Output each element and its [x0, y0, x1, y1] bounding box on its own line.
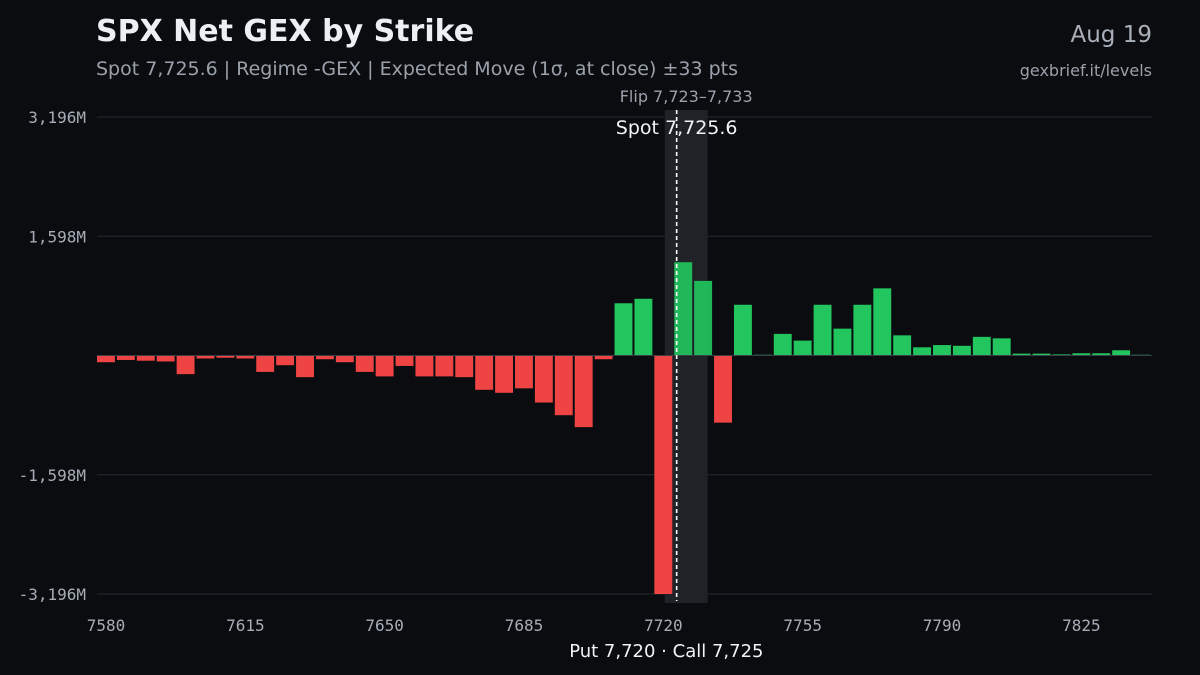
spot-label: Spot 7,725.6 — [616, 117, 738, 139]
negative-gex-bar — [355, 355, 374, 372]
positive-gex-bar — [853, 304, 872, 356]
positive-gex-bar — [813, 304, 832, 356]
negative-gex-bar — [475, 355, 494, 390]
x-tick-label: 7685 — [505, 616, 544, 635]
negative-gex-bar — [276, 355, 295, 366]
positive-gex-bar — [614, 303, 633, 356]
negative-gex-bar — [455, 355, 474, 378]
positive-gex-bar — [933, 345, 951, 356]
negative-gex-bar — [196, 355, 215, 359]
negative-gex-bar — [415, 355, 434, 377]
negative-gex-bar — [495, 355, 514, 393]
x-tick-label: 7790 — [923, 616, 962, 635]
positive-gex-bar — [733, 304, 752, 356]
positive-gex-bar — [634, 298, 653, 356]
positive-gex-bar — [972, 336, 991, 356]
x-tick-label: 7825 — [1062, 616, 1101, 635]
positive-gex-bar — [1072, 353, 1091, 356]
x-tick-label: 7580 — [87, 616, 126, 635]
negative-gex-bar — [97, 355, 115, 363]
positive-gex-bar — [1052, 354, 1071, 356]
date-label: Aug 19 — [1070, 22, 1153, 48]
negative-gex-bar — [395, 355, 414, 366]
negative-gex-bar — [435, 355, 454, 377]
x-tick-label: 7720 — [644, 616, 683, 635]
negative-gex-bar — [714, 355, 732, 423]
y-tick-label: -1,598M — [19, 466, 86, 485]
source-label: gexbrief.it/levels — [1019, 61, 1152, 80]
positive-gex-bar — [893, 335, 912, 356]
negative-gex-bar — [136, 355, 155, 361]
negative-gex-bar — [594, 355, 613, 360]
negative-gex-bar — [216, 355, 235, 358]
positive-gex-bar — [793, 340, 812, 356]
negative-gex-bar — [236, 355, 255, 359]
x-tick-label: 7755 — [783, 616, 822, 635]
negative-gex-bar — [315, 355, 334, 360]
negative-gex-bar — [116, 355, 135, 360]
flip-label: Flip 7,723–7,733 — [620, 87, 753, 106]
walls-label: Put 7,720 · Call 7,725 — [569, 641, 763, 662]
positive-gex-bar — [992, 338, 1011, 356]
positive-gex-bar — [1092, 353, 1111, 356]
negative-gex-bar — [654, 355, 673, 594]
positive-gex-bar — [1012, 353, 1031, 356]
y-tick-label: 3,196M — [28, 108, 86, 127]
x-tick-label: 7650 — [365, 616, 404, 635]
y-tick-label: -3,196M — [19, 585, 86, 604]
positive-gex-bar — [873, 288, 892, 356]
positive-gex-bar — [674, 262, 693, 356]
positive-gex-bar — [913, 347, 932, 356]
negative-gex-bar — [554, 355, 573, 416]
negative-gex-bar — [534, 355, 553, 403]
negative-gex-bar — [156, 355, 175, 362]
negative-gex-bar — [256, 355, 275, 372]
negative-gex-bar — [296, 355, 314, 378]
chart-title: SPX Net GEX by Strike — [96, 14, 475, 49]
positive-gex-bar — [694, 280, 713, 356]
chart-subtitle: Spot 7,725.6 | Regime -GEX | Expected Mo… — [96, 58, 738, 80]
negative-gex-bar — [375, 355, 394, 377]
negative-gex-bar — [515, 355, 533, 389]
y-tick-label: 1,598M — [28, 227, 86, 246]
positive-gex-bar — [952, 345, 971, 356]
positive-gex-bar — [1032, 353, 1051, 356]
negative-gex-bar — [574, 355, 593, 428]
positive-gex-bar — [833, 328, 852, 356]
x-tick-label: 7615 — [226, 616, 265, 635]
negative-gex-bar — [176, 355, 195, 375]
positive-gex-bar — [773, 333, 792, 356]
negative-gex-bar — [335, 355, 354, 363]
positive-gex-bar — [1112, 350, 1131, 356]
